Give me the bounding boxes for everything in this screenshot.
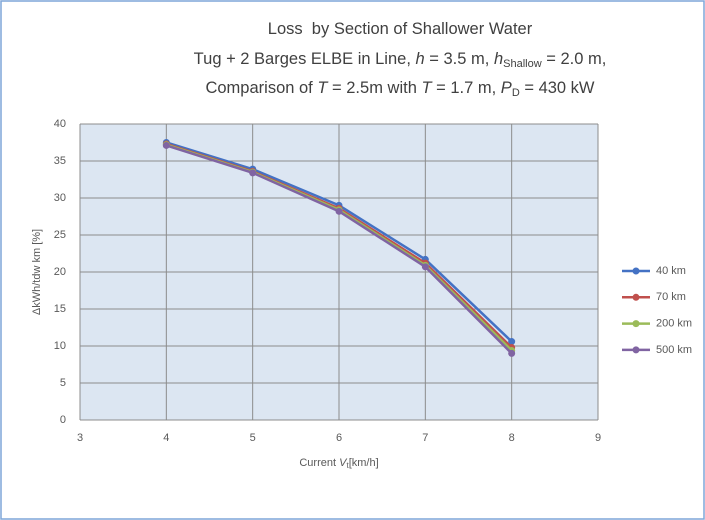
x-tick-label: 6 xyxy=(336,432,342,444)
title-text: = 1.7 m, xyxy=(432,79,501,97)
title-text: h xyxy=(416,50,425,68)
title-text: = 2.0 m, xyxy=(542,50,607,68)
data-point xyxy=(162,141,170,149)
title-text: T xyxy=(317,79,329,97)
x-tick-label: 4 xyxy=(163,432,169,444)
y-tick-label: 40 xyxy=(54,118,66,130)
axis-label-text: [km/h] xyxy=(349,457,379,469)
y-tick-label: 20 xyxy=(54,266,66,278)
title-text: Tug + 2 Barges ELBE in Line, xyxy=(194,50,416,68)
y-tick-label: 0 xyxy=(60,414,66,426)
data-point xyxy=(335,207,343,215)
axis-label-text: Current xyxy=(299,457,339,469)
legend-label: 200 km xyxy=(656,318,692,330)
y-tick-label: 30 xyxy=(54,192,66,204)
legend-marker xyxy=(632,346,640,354)
y-tick-label: 25 xyxy=(54,229,66,241)
legend-label: 500 km xyxy=(656,344,692,356)
data-point xyxy=(249,169,257,177)
chart-title: Loss by Section of Shallower Water xyxy=(268,20,533,38)
title-text: T xyxy=(421,79,433,97)
axis-label-text: t xyxy=(346,461,349,470)
title-text: = 2.5m with xyxy=(327,79,421,97)
y-tick-label: 5 xyxy=(60,377,66,389)
title-text: Comparison of xyxy=(205,79,317,97)
legend-marker xyxy=(632,293,640,301)
y-tick-label: 35 xyxy=(54,155,66,167)
data-point xyxy=(508,338,516,346)
title-text: = 3.5 m, xyxy=(425,50,494,68)
title-text: h xyxy=(494,50,503,68)
axis-label-text: V xyxy=(339,457,348,469)
title-text: D xyxy=(512,87,520,99)
x-tick-label: 5 xyxy=(250,432,256,444)
legend-marker xyxy=(632,320,640,328)
y-tick-label: 15 xyxy=(54,303,66,315)
y-tick-label: 10 xyxy=(54,340,66,352)
data-point xyxy=(508,349,516,357)
x-axis-label: Current Vt[km/h] xyxy=(299,457,378,470)
title-text: Loss by Section of Shallower Water xyxy=(268,20,533,38)
x-tick-label: 7 xyxy=(422,432,428,444)
data-point xyxy=(421,263,429,271)
title-text: P xyxy=(501,79,512,97)
title-text: Shallow xyxy=(503,58,542,70)
chart-title: Tug + 2 Barges ELBE in Line, h = 3.5 m, … xyxy=(194,50,607,70)
x-tick-label: 9 xyxy=(595,432,601,444)
x-tick-label: 8 xyxy=(509,432,515,444)
legend-marker xyxy=(632,267,640,275)
chart-title: Comparison of T = 2.5m with T = 1.7 m, P… xyxy=(205,79,594,99)
y-axis-label: ΔkWh/tdw km [%] xyxy=(31,229,43,315)
x-tick-label: 3 xyxy=(77,432,83,444)
legend-label: 40 km xyxy=(656,265,686,277)
title-text: = 430 kW xyxy=(520,79,595,97)
legend-label: 70 km xyxy=(656,291,686,303)
